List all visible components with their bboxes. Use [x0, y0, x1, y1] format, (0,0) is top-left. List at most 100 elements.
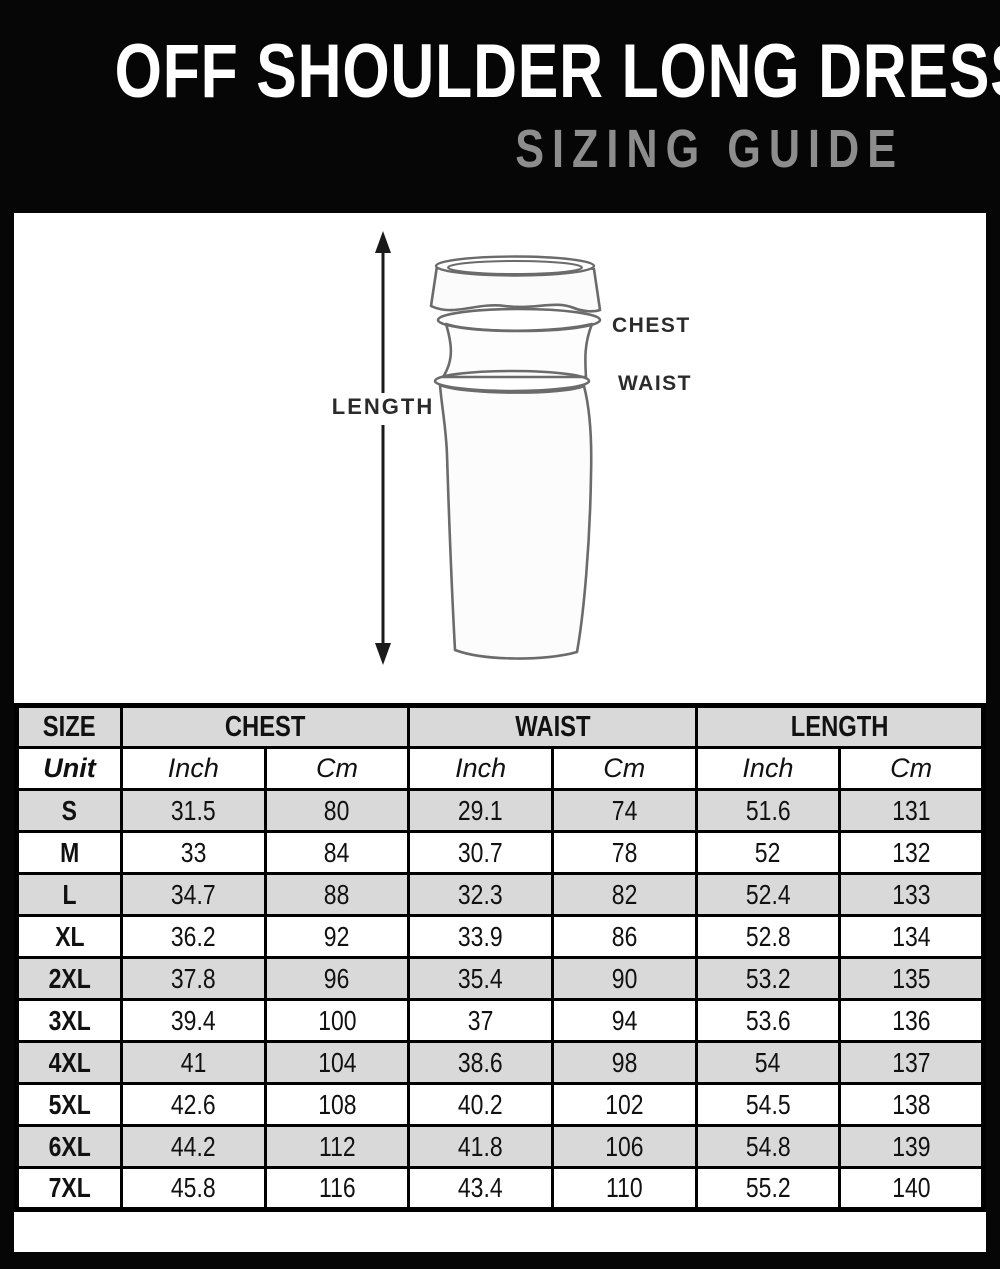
chest-measure-ellipse	[436, 307, 602, 333]
dress-illustration: LENGTH CHEST WAIST	[332, 231, 692, 665]
chest-label: CHEST	[612, 314, 691, 337]
waist-cm-cell: 98	[550, 1040, 698, 1085]
length-cm-cell: 132	[838, 830, 985, 875]
size-cell: L	[15, 872, 123, 917]
table-row: 5XL 42.6 108 40.2 102 54.5 138	[15, 1082, 985, 1127]
length-inch-cell: 54	[694, 1040, 842, 1085]
chest-inch-cell: 39.4	[120, 998, 267, 1043]
size-cell: M	[15, 830, 123, 875]
length-cm-cell: 135	[838, 956, 985, 1001]
waist-cm-cell: 110	[550, 1166, 698, 1211]
page-subtitle: SIZING GUIDE	[418, 122, 904, 176]
unit-waist-inch: Inch	[407, 746, 554, 791]
size-cell: 4XL	[15, 1040, 123, 1085]
header: OFF SHOULDER LONG DRESS SIZING GUIDE	[0, 0, 1000, 213]
length-inch-cell: 53.6	[694, 998, 842, 1043]
size-cell: 5XL	[15, 1082, 123, 1127]
col-header-length: LENGTH	[694, 704, 986, 749]
chest-cm-cell: 112	[263, 1124, 411, 1169]
table-row: 3XL 39.4 100 37 94 53.6 136	[15, 998, 985, 1043]
neckline-inner-rim	[447, 260, 583, 275]
waist-cm-cell: 102	[550, 1082, 698, 1127]
chest-cm-cell: 80	[263, 788, 411, 833]
chest-inch-cell: 41	[120, 1040, 267, 1085]
waist-cm-cell: 106	[550, 1124, 698, 1169]
content-panel: LENGTH CHEST WAIST SIZE CHEST WAIST LENG…	[14, 213, 986, 1252]
waist-inch-cell: 38.6	[407, 1040, 554, 1085]
size-table: SIZE CHEST WAIST LENGTH Unit Inch Cm Inc…	[14, 703, 986, 1212]
waist-inch-cell: 43.4	[407, 1166, 554, 1211]
chest-cm-cell: 96	[263, 956, 411, 1001]
length-cm-cell: 138	[838, 1082, 985, 1127]
waist-cm-cell: 86	[550, 914, 698, 959]
unit-chest-inch: Inch	[120, 746, 267, 791]
page-title: OFF SHOULDER LONG DRESS	[0, 34, 1000, 110]
table-unit-row: Unit Inch Cm Inch Cm Inch Cm	[15, 746, 985, 791]
unit-header: Unit	[15, 746, 123, 791]
length-cm-cell: 139	[838, 1124, 985, 1169]
waist-inch-cell: 30.7	[407, 830, 554, 875]
dress-skirt-shape	[438, 383, 593, 660]
table-row: 4XL 41 104 38.6 98 54 137	[15, 1040, 985, 1085]
unit-length-cm: Cm	[838, 746, 985, 791]
length-cm-cell: 131	[838, 788, 985, 833]
waist-cm-cell: 74	[550, 788, 698, 833]
col-header-chest: CHEST	[119, 704, 411, 749]
size-cell: 3XL	[15, 998, 123, 1043]
length-label: LENGTH	[332, 394, 434, 419]
chest-cm-cell: 100	[263, 998, 411, 1043]
table-group-header-row: SIZE CHEST WAIST LENGTH	[15, 704, 986, 749]
chest-cm-cell: 84	[263, 830, 411, 875]
size-cell: 7XL	[15, 1166, 123, 1211]
chest-inch-cell: 31.5	[120, 788, 267, 833]
chest-cm-cell: 108	[263, 1082, 411, 1127]
size-cell: S	[15, 788, 123, 833]
col-header-waist: WAIST	[407, 704, 698, 749]
table-row: L 34.7 88 32.3 82 52.4 133	[15, 872, 985, 917]
length-arrow	[375, 231, 391, 665]
neckline-outer-rim	[434, 255, 596, 277]
length-inch-cell: 53.2	[694, 956, 842, 1001]
size-cell: 2XL	[15, 956, 123, 1001]
unit-waist-cm: Cm	[550, 746, 698, 791]
length-inch-cell: 54.8	[694, 1124, 842, 1169]
table-row: XL 36.2 92 33.9 86 52.8 134	[15, 914, 985, 959]
waist-inch-cell: 33.9	[407, 914, 554, 959]
size-cell: XL	[15, 914, 123, 959]
chest-inch-cell: 37.8	[120, 956, 267, 1001]
length-inch-cell: 55.2	[694, 1166, 842, 1211]
length-cm-cell: 140	[838, 1166, 985, 1211]
length-inch-cell: 52	[694, 830, 842, 875]
waist-cm-cell: 90	[550, 956, 698, 1001]
length-inch-cell: 52.8	[694, 914, 842, 959]
size-cell: 6XL	[15, 1124, 123, 1169]
table-row: 7XL 45.8 116 43.4 110 55.2 140	[15, 1166, 985, 1211]
chest-cm-cell: 104	[263, 1040, 411, 1085]
chest-inch-cell: 42.6	[120, 1082, 267, 1127]
length-cm-cell: 137	[838, 1040, 985, 1085]
length-inch-cell: 54.5	[694, 1082, 842, 1127]
chest-inch-cell: 34.7	[120, 872, 267, 917]
length-inch-cell: 51.6	[694, 788, 842, 833]
chest-inch-cell: 36.2	[120, 914, 267, 959]
unit-chest-cm: Cm	[263, 746, 411, 791]
chest-cm-cell: 116	[263, 1166, 411, 1211]
waist-measure-ellipse	[433, 369, 591, 393]
table-row: M 33 84 30.7 78 52 132	[15, 830, 985, 875]
page-subtitle-text: SIZING GUIDE	[515, 119, 904, 179]
chest-inch-cell: 44.2	[120, 1124, 267, 1169]
length-cm-cell: 134	[838, 914, 985, 959]
length-cm-cell: 136	[838, 998, 985, 1043]
waist-cm-cell: 82	[550, 872, 698, 917]
chest-cm-cell: 88	[263, 872, 411, 917]
dress-measurement-diagram: LENGTH CHEST WAIST	[14, 213, 986, 703]
length-cm-cell: 133	[838, 872, 985, 917]
table-row: 6XL 44.2 112 41.8 106 54.8 139	[15, 1124, 985, 1169]
chest-inch-cell: 33	[120, 830, 267, 875]
col-header-size: SIZE	[15, 704, 123, 749]
waist-label: WAIST	[618, 372, 692, 395]
waist-inch-cell: 35.4	[407, 956, 554, 1001]
waist-inch-cell: 29.1	[407, 788, 554, 833]
waist-inch-cell: 40.2	[407, 1082, 554, 1127]
length-inch-cell: 52.4	[694, 872, 842, 917]
